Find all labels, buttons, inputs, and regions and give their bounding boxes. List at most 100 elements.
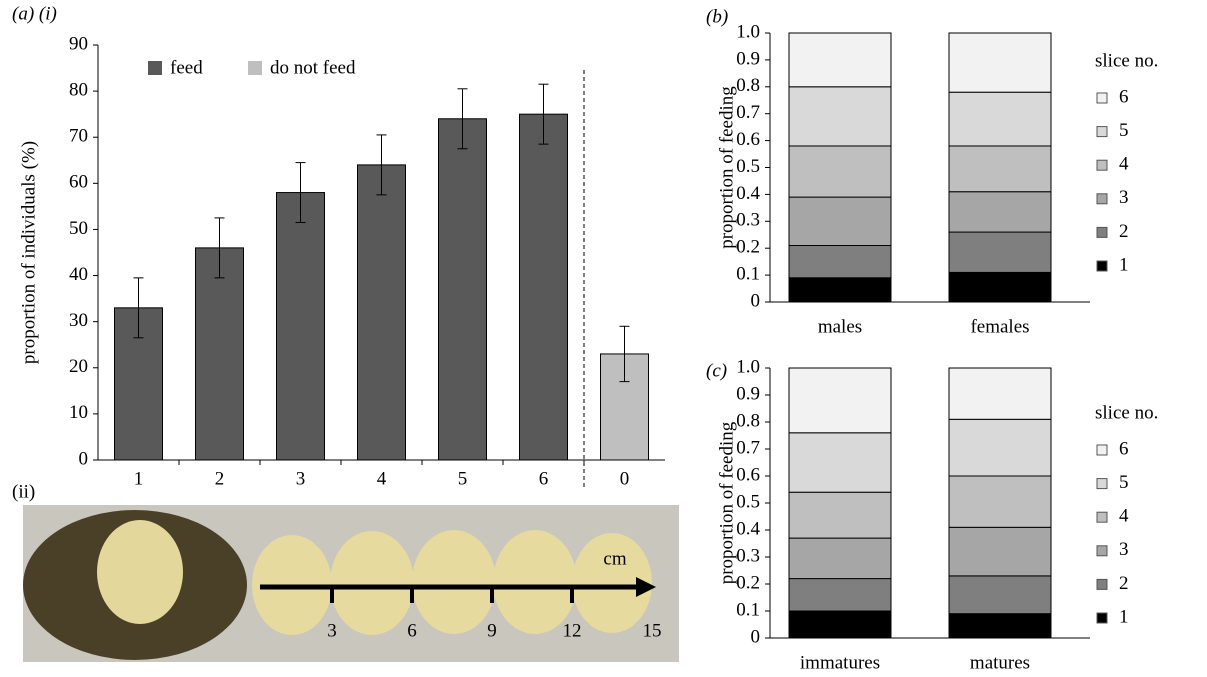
y-tick-label: 0.2: [736, 237, 760, 258]
bar: [519, 113, 568, 461]
bar-segment: [788, 578, 892, 612]
x-tick-label: 6: [539, 468, 549, 489]
x-tick-label: 4: [377, 468, 387, 489]
legend-label: 6: [1119, 86, 1129, 107]
y-tick-label: 10: [69, 402, 88, 423]
y-tick-label: 70: [69, 126, 88, 147]
legend-swatch: [1096, 478, 1108, 490]
banana-slice: [493, 530, 577, 634]
bar-segment: [948, 475, 1052, 528]
legend-swatch: [1096, 193, 1108, 205]
bar-segment: [948, 575, 1052, 615]
legend-swatch: [148, 61, 162, 75]
x-tick-label: 3: [296, 468, 306, 489]
bar-segment: [788, 196, 892, 247]
legend-swatch: [1096, 511, 1108, 523]
photo-label: (ii): [12, 481, 35, 502]
y-tick-label: 30: [69, 310, 88, 331]
y-tick-label: 0.1: [736, 263, 760, 284]
legend-swatch: [1096, 578, 1108, 590]
legend-label: 6: [1119, 438, 1129, 459]
scale-label: 3: [327, 620, 337, 641]
bar-segment: [948, 526, 1052, 577]
legend-label: 3: [1119, 539, 1129, 560]
bar-segment: [788, 491, 892, 539]
scale-label: 9: [487, 620, 497, 641]
x-tick-label: 0: [620, 468, 630, 489]
bar-segment: [788, 86, 892, 147]
panel-label: (c): [706, 360, 727, 381]
y-tick-label: 0.3: [736, 545, 760, 566]
y-tick-label: 0: [751, 290, 761, 311]
legend-swatch: [1096, 92, 1108, 104]
legend-label: 2: [1119, 573, 1129, 594]
bar-segment: [788, 32, 892, 88]
photo: [23, 505, 679, 662]
x-tick-label: immatures: [800, 652, 880, 673]
x-tick-label: 1: [134, 468, 144, 489]
legend-swatch: [1096, 444, 1108, 456]
panel-label: (a) (i): [12, 3, 57, 24]
y-tick-label: 0.7: [736, 102, 760, 123]
legend-swatch: [1096, 159, 1108, 171]
legend-label: 4: [1119, 506, 1129, 527]
legend-swatch: [248, 61, 262, 75]
bar: [438, 118, 487, 461]
legend-label: feed: [170, 57, 203, 78]
legend-swatch: [1096, 126, 1108, 138]
x-tick-label: matures: [970, 652, 1030, 673]
y-tick-label: 1.0: [736, 356, 760, 377]
y-axis-label: proportion of feeding: [716, 421, 737, 584]
y-tick-label: 0.7: [736, 437, 760, 458]
y-tick-label: 0.4: [736, 518, 760, 539]
legend-label: 3: [1119, 187, 1129, 208]
arrow-head: [636, 577, 656, 597]
legend-label: 5: [1119, 472, 1129, 493]
scale-label: 6: [407, 620, 417, 641]
bar-segment: [788, 245, 892, 279]
legend-swatch: [1096, 226, 1108, 238]
bar-segment: [948, 231, 1052, 273]
bar: [276, 192, 325, 461]
bar: [195, 247, 244, 461]
legend-label: 1: [1119, 606, 1129, 627]
bar-segment: [948, 91, 1052, 147]
y-tick-label: 0.8: [736, 75, 760, 96]
y-tick-label: 0.9: [736, 48, 760, 69]
legend-label: do not feed: [270, 57, 356, 78]
legend-swatch: [1096, 612, 1108, 624]
scale-unit: cm: [603, 548, 626, 569]
x-tick-label: 5: [458, 468, 468, 489]
y-tick-label: 90: [69, 33, 88, 54]
y-tick-label: 0: [79, 448, 89, 469]
y-axis-label: proportion of individuals (%): [18, 141, 39, 364]
bar-segment: [948, 191, 1052, 233]
bar-segment: [788, 367, 892, 434]
y-tick-label: 0.4: [736, 183, 760, 204]
y-tick-label: 0.5: [736, 156, 760, 177]
bar: [600, 353, 649, 461]
scale-label: 12: [563, 620, 582, 641]
y-axis-label: proportion of feeding: [716, 86, 737, 249]
bar-segment: [948, 418, 1052, 477]
y-tick-label: 0.6: [736, 464, 760, 485]
y-tick-label: 0: [751, 626, 761, 647]
y-tick-label: 80: [69, 79, 88, 100]
banana-slice: [572, 533, 652, 633]
y-tick-label: 0.3: [736, 210, 760, 231]
bar-segment: [788, 610, 892, 639]
y-tick-label: 60: [69, 172, 88, 193]
legend-label: 5: [1119, 120, 1129, 141]
bar-segment: [948, 32, 1052, 93]
legend-swatch: [1096, 260, 1108, 272]
banana-slice: [412, 530, 496, 634]
bar-segment: [948, 613, 1052, 639]
y-tick-label: 1.0: [736, 21, 760, 42]
scale-label: 15: [643, 620, 662, 641]
bar-segment: [948, 145, 1052, 193]
banana-slice: [330, 531, 414, 635]
x-tick-label: males: [818, 316, 862, 337]
legend-title: slice no.: [1095, 50, 1158, 71]
y-tick-label: 0.8: [736, 410, 760, 431]
